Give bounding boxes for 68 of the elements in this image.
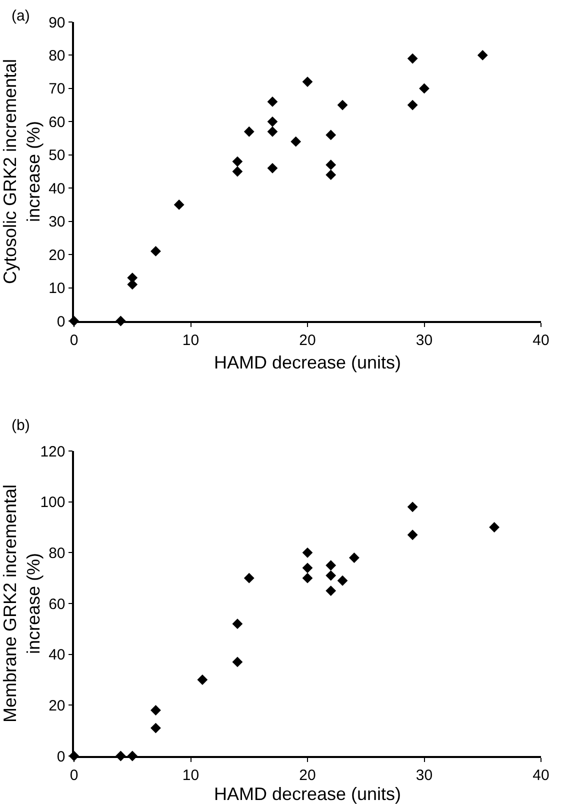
chart-title: (a) (12, 7, 30, 24)
y-tick-label: 60 (48, 596, 66, 613)
y-axis-title: Cytosolic GRK2 incremental increase (%) (0, 58, 44, 284)
y-tick-label: 100 (40, 494, 66, 512)
point (267, 162, 278, 174)
point (477, 50, 488, 60)
y-tick-label: 50 (48, 147, 66, 164)
x-tick-label: 10 (182, 766, 200, 784)
point (326, 586, 336, 596)
x-axis-title: HAMD decrease (units) (214, 352, 402, 372)
point (244, 126, 254, 137)
x-axis-title: HAMD decrease (units) (214, 784, 402, 804)
y-tick-label: 30 (48, 214, 66, 231)
point (349, 552, 360, 563)
x-tick-label: 30 (416, 766, 433, 784)
point (407, 100, 418, 110)
point (326, 560, 336, 571)
x-tick-label: 40 (532, 766, 550, 784)
point (232, 618, 243, 630)
point (407, 53, 418, 64)
point (150, 722, 161, 734)
y-tick-label: 90 (48, 14, 66, 32)
point (197, 674, 208, 685)
x-tick-label: 30 (416, 332, 433, 349)
y-tick-label: 120 (40, 443, 66, 460)
y-tick-label: 20 (48, 246, 66, 264)
y-tick-label: 80 (48, 47, 66, 64)
point (302, 562, 313, 574)
point (267, 96, 278, 107)
y-tick-label: 40 (48, 646, 66, 664)
point (150, 246, 161, 256)
point (302, 572, 313, 584)
point (232, 156, 243, 167)
y-tick-label: 0 (56, 313, 66, 330)
point (302, 76, 313, 87)
y-tick-label: 0 (56, 748, 66, 766)
y-tick-label: 40 (48, 180, 66, 198)
x-tick-label: 40 (532, 332, 550, 349)
point (489, 522, 500, 532)
point (407, 530, 418, 540)
point (174, 200, 184, 210)
x-tick-label: 20 (299, 766, 316, 784)
chart-title: (b) (12, 417, 30, 434)
point (290, 136, 302, 147)
point (267, 116, 278, 127)
point (326, 130, 336, 140)
point (150, 705, 161, 716)
y-tick-label: 70 (48, 80, 66, 98)
point (232, 166, 243, 177)
point (326, 160, 336, 170)
point (326, 570, 336, 581)
point (326, 170, 336, 180)
y-tick-label: 20 (48, 697, 66, 714)
point (419, 83, 430, 94)
point (337, 575, 348, 586)
x-tick-label: 0 (70, 332, 78, 349)
point (232, 656, 243, 668)
point (244, 572, 254, 584)
y-tick-label: 60 (48, 114, 66, 131)
point (337, 100, 348, 110)
point (302, 547, 313, 558)
x-tick-label: 0 (70, 766, 78, 784)
x-tick-label: 10 (182, 332, 200, 349)
x-tick-label: 20 (299, 332, 316, 349)
y-tick-label: 80 (48, 544, 66, 562)
point (407, 502, 418, 512)
y-tick-label: 10 (48, 280, 66, 298)
point (267, 126, 278, 137)
